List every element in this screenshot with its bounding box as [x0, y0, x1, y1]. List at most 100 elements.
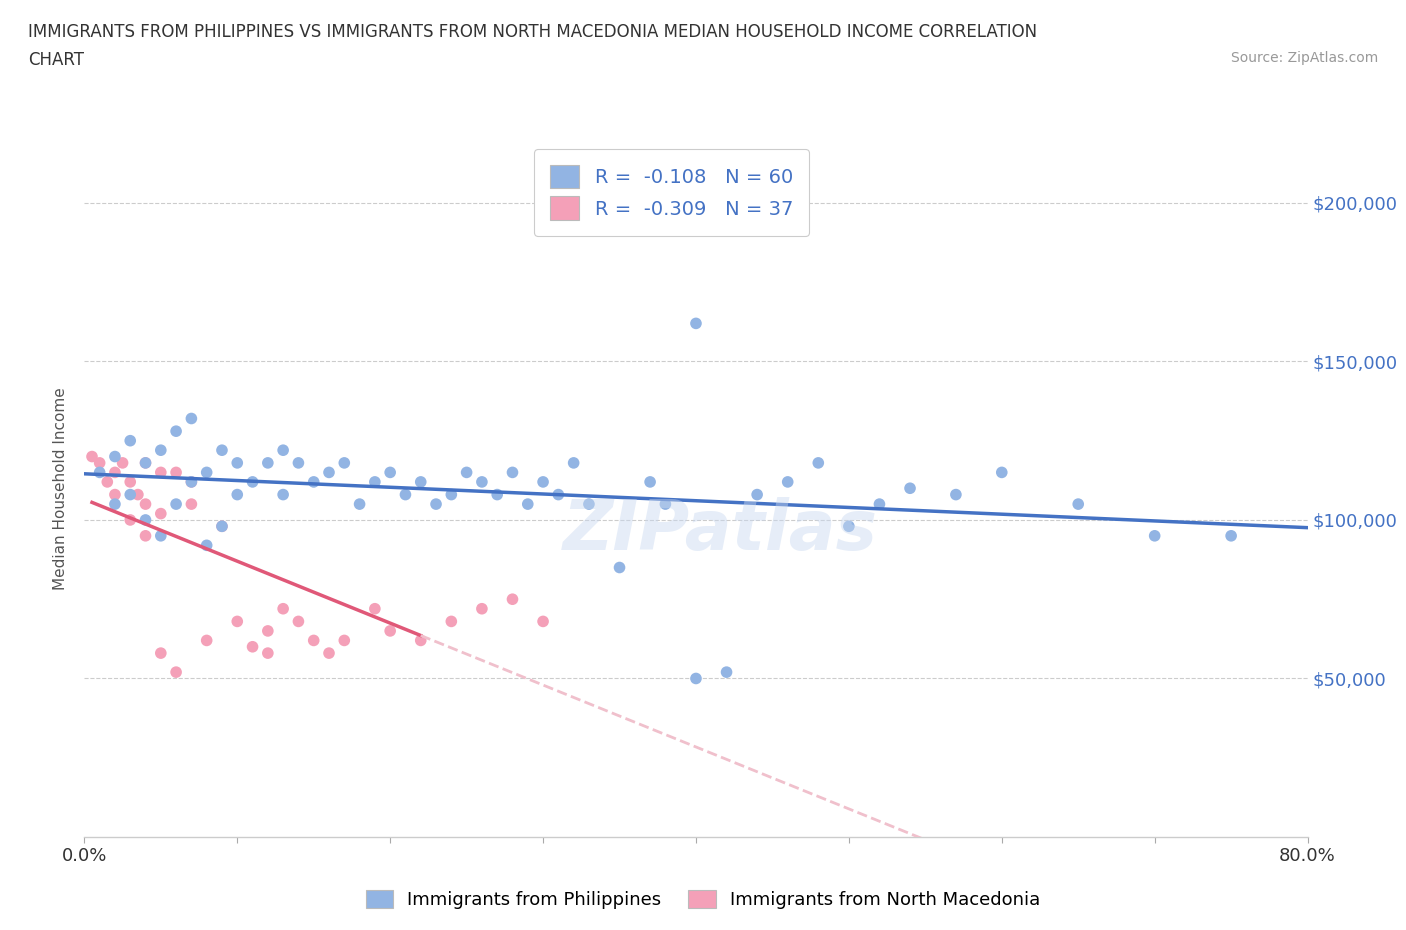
Point: [195, 465, 218, 480]
Point: [380, 465, 402, 480]
Point: [685, 316, 707, 331]
Point: [409, 474, 432, 489]
Point: [547, 487, 569, 502]
Point: [135, 456, 157, 471]
Point: [531, 614, 554, 629]
Point: [226, 614, 249, 629]
Point: [242, 639, 264, 654]
Point: [180, 411, 202, 426]
Point: [195, 633, 218, 648]
Point: [516, 497, 538, 512]
Point: [869, 497, 891, 512]
Legend: R =  -0.108   N = 60, R =  -0.309   N = 37: R = -0.108 N = 60, R = -0.309 N = 37: [534, 149, 808, 235]
Point: [609, 560, 631, 575]
Point: [302, 633, 325, 648]
Point: [1067, 497, 1090, 512]
Point: [135, 497, 157, 512]
Point: [562, 456, 585, 471]
Point: [127, 487, 149, 502]
Point: [1143, 528, 1166, 543]
Point: [149, 506, 172, 521]
Point: [195, 538, 218, 552]
Point: [807, 456, 830, 471]
Text: Source: ZipAtlas.com: Source: ZipAtlas.com: [1230, 51, 1378, 65]
Point: [104, 449, 127, 464]
Point: [149, 645, 172, 660]
Point: [242, 474, 264, 489]
Point: [471, 474, 494, 489]
Point: [502, 465, 524, 480]
Point: [685, 671, 707, 686]
Point: [318, 465, 340, 480]
Point: [111, 456, 134, 471]
Point: [257, 623, 280, 638]
Point: [716, 665, 738, 680]
Point: [165, 424, 187, 439]
Point: [638, 474, 661, 489]
Point: [149, 528, 172, 543]
Point: [380, 623, 402, 638]
Point: [425, 497, 447, 512]
Point: [165, 497, 187, 512]
Point: [502, 591, 524, 606]
Legend: Immigrants from Philippines, Immigrants from North Macedonia: Immigrants from Philippines, Immigrants …: [359, 883, 1047, 916]
Point: [120, 512, 142, 527]
Point: [165, 465, 187, 480]
Point: [120, 474, 142, 489]
Point: [486, 487, 509, 502]
Point: [838, 519, 860, 534]
Point: [135, 528, 157, 543]
Point: [349, 497, 371, 512]
Point: [104, 465, 127, 480]
Point: [180, 474, 202, 489]
Text: IMMIGRANTS FROM PHILIPPINES VS IMMIGRANTS FROM NORTH MACEDONIA MEDIAN HOUSEHOLD : IMMIGRANTS FROM PHILIPPINES VS IMMIGRANT…: [28, 23, 1038, 41]
Point: [257, 456, 280, 471]
Point: [271, 487, 294, 502]
Point: [302, 474, 325, 489]
Point: [211, 519, 233, 534]
Y-axis label: Median Household Income: Median Household Income: [53, 387, 69, 590]
Point: [135, 512, 157, 527]
Point: [531, 474, 554, 489]
Point: [1220, 528, 1243, 543]
Point: [96, 474, 118, 489]
Point: [287, 614, 309, 629]
Point: [180, 474, 202, 489]
Point: [333, 456, 356, 471]
Point: [165, 665, 187, 680]
Point: [211, 443, 233, 458]
Point: [333, 633, 356, 648]
Point: [180, 497, 202, 512]
Point: [104, 497, 127, 512]
Point: [104, 487, 127, 502]
Point: [80, 449, 103, 464]
Point: [120, 433, 142, 448]
Point: [120, 487, 142, 502]
Point: [318, 645, 340, 660]
Point: [394, 487, 416, 502]
Point: [364, 474, 387, 489]
Point: [440, 487, 463, 502]
Point: [364, 602, 387, 617]
Point: [747, 487, 769, 502]
Point: [271, 443, 294, 458]
Point: [578, 497, 600, 512]
Point: [440, 614, 463, 629]
Point: [271, 602, 294, 617]
Point: [257, 645, 280, 660]
Point: [89, 465, 111, 480]
Point: [409, 633, 432, 648]
Point: [226, 456, 249, 471]
Point: [287, 456, 309, 471]
Point: [945, 487, 967, 502]
Point: [991, 465, 1014, 480]
Point: [211, 519, 233, 534]
Text: ZIPatlas: ZIPatlas: [562, 497, 877, 564]
Point: [89, 456, 111, 471]
Point: [471, 602, 494, 617]
Point: [456, 465, 478, 480]
Point: [149, 443, 172, 458]
Point: [898, 481, 921, 496]
Text: CHART: CHART: [28, 51, 84, 69]
Point: [135, 456, 157, 471]
